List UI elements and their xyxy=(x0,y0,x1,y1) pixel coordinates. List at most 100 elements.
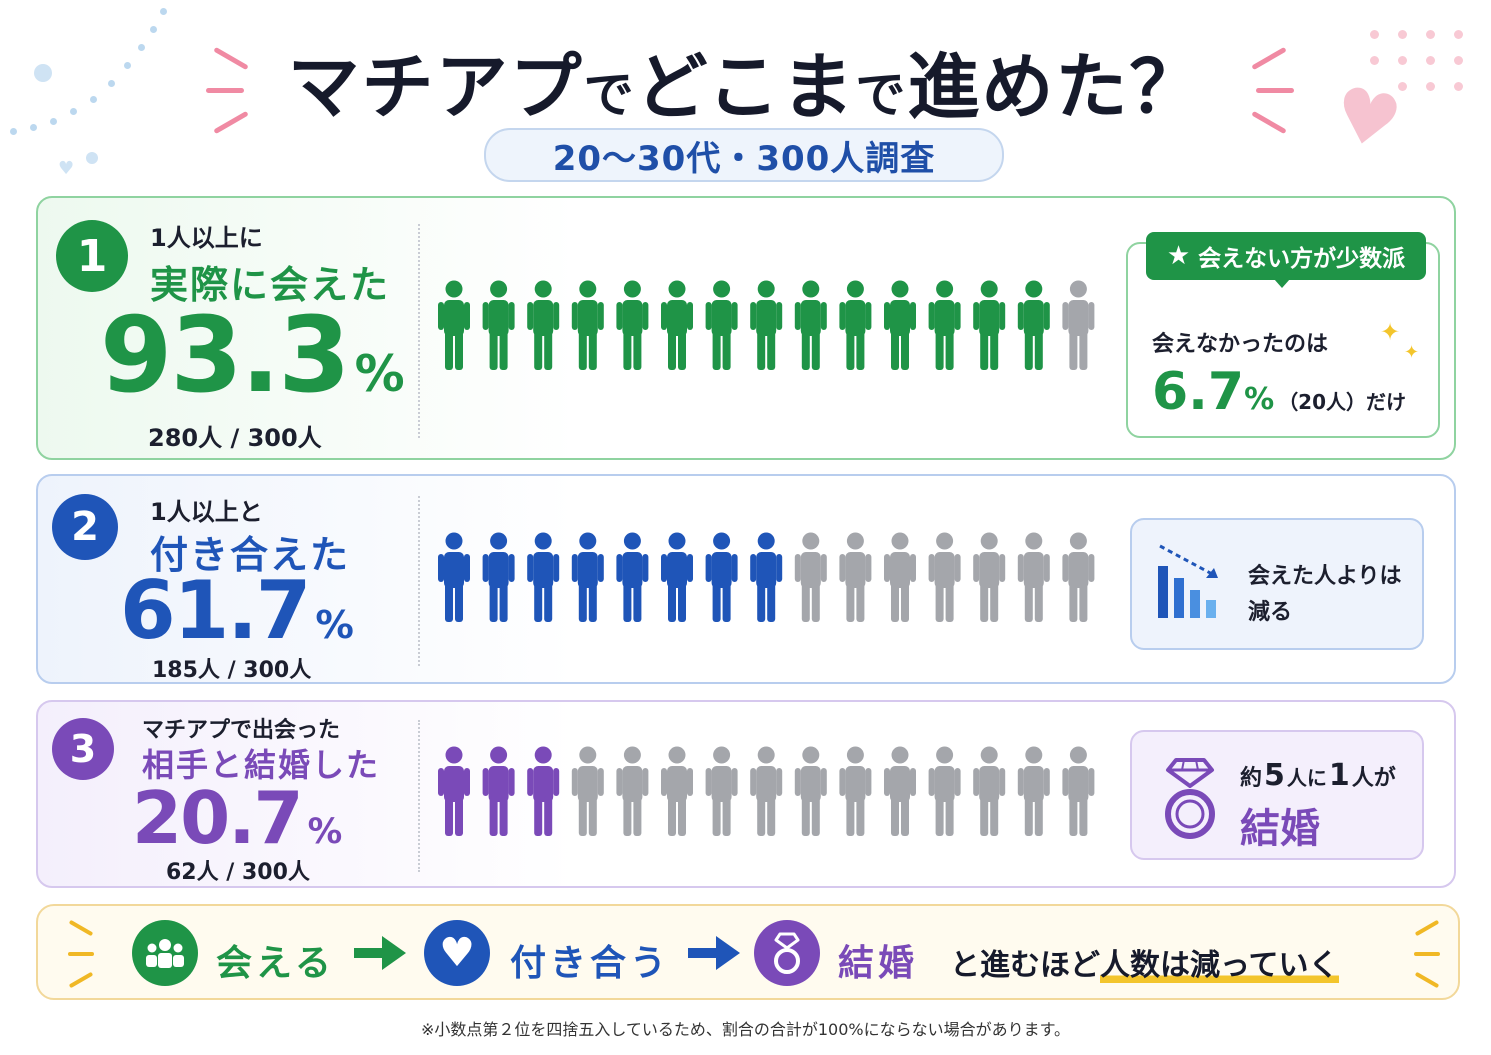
row-label-small: 1人以上と xyxy=(150,498,263,526)
person-icon-highlighted xyxy=(839,280,872,370)
person-icon-gray xyxy=(1017,532,1050,622)
person-icon-gray xyxy=(928,746,961,836)
person-icon-highlighted xyxy=(661,532,693,622)
person-icon-gray xyxy=(884,746,916,836)
stat-row-dated: 2 1人以上と 付き合えた 61.7% 185人 / 300人 会えた人よりは … xyxy=(36,474,1456,684)
person-icon-highlighted xyxy=(1017,280,1050,370)
sparkle-icon: ✦ xyxy=(1380,318,1401,346)
people-pictogram xyxy=(438,280,1095,370)
callout-line1: 約5 人に1人が xyxy=(1240,758,1396,793)
respondent-count: 62人 / 300人 xyxy=(166,860,310,885)
percent-value: 93.3% xyxy=(100,294,405,416)
person-icon-gray xyxy=(973,532,1006,622)
ring-circle-icon xyxy=(754,920,820,986)
step-marry-label: 結婚 xyxy=(838,943,919,984)
callout-line2: 減る xyxy=(1248,600,1293,625)
person-icon-highlighted xyxy=(527,746,560,836)
person-icon-highlighted xyxy=(482,746,515,836)
row-label-big: 相手と結婚した xyxy=(142,746,381,784)
row-label-small: 1人以上に xyxy=(150,224,263,252)
callout-not-met: ★ 会えない方が少数派 会えなかったのは ✦ ✦ 6.7% （20人）だけ xyxy=(1126,232,1440,438)
person-icon-gray xyxy=(661,746,693,836)
person-icon-gray xyxy=(973,746,1006,836)
step-meet-label: 会える xyxy=(216,943,335,984)
footnote: ※小数点第２位を四捨五入しているため、割合の合計が100%にならない場合がありま… xyxy=(420,1020,1071,1039)
title-burst-left xyxy=(206,46,266,140)
respondent-count: 185人 / 300人 xyxy=(152,658,312,683)
person-icon-highlighted xyxy=(750,532,783,622)
callout-marriage: 約5 人に1人が 結婚 xyxy=(1130,730,1424,860)
person-icon-highlighted xyxy=(438,280,470,370)
person-icon-highlighted xyxy=(973,280,1006,370)
person-icon-highlighted xyxy=(794,280,827,370)
step-date-label: 付き合う xyxy=(510,943,671,984)
arrow-right-icon xyxy=(688,936,740,970)
person-icon-highlighted xyxy=(482,280,515,370)
summary-conclusion: と進むほど人数は減っていく xyxy=(950,948,1339,983)
person-icon-highlighted xyxy=(705,280,738,370)
decorative-dots-top-right: ♥ xyxy=(1326,20,1491,190)
person-icon-gray xyxy=(750,746,783,836)
arrow-right-icon xyxy=(354,936,406,970)
row-label-big: 付き合えた xyxy=(150,533,351,577)
callout-line1: 会えた人よりは xyxy=(1248,564,1402,589)
heart-circle-icon: ♥ xyxy=(424,920,490,986)
person-icon-highlighted xyxy=(705,532,738,622)
person-icon-highlighted xyxy=(527,280,560,370)
summary-banner: 会える ♥ 付き合う 結婚 と進むほど人数は減っていく xyxy=(36,904,1460,1000)
person-icon-highlighted xyxy=(884,280,916,370)
person-icon-highlighted xyxy=(616,280,649,370)
callout-line2: 結婚 xyxy=(1240,806,1320,852)
person-icon-highlighted xyxy=(571,280,604,370)
rank-badge-3: 3 xyxy=(52,718,114,780)
callout-line1: 会えなかったのは xyxy=(1152,332,1329,357)
stat-row-married: 3 マチアプで出会った 相手と結婚した 20.7% 62人 / 300人 約5 人… xyxy=(36,700,1456,888)
person-icon-highlighted xyxy=(928,280,961,370)
callout-decrease: 会えた人よりは 減る xyxy=(1130,518,1424,650)
decorative-dots-top-left: ♥ xyxy=(0,0,200,180)
respondent-count: 280人 / 300人 xyxy=(148,424,322,452)
person-icon-gray xyxy=(839,746,872,836)
person-icon-highlighted xyxy=(438,532,470,622)
rank-badge-1: 1 xyxy=(56,220,128,292)
person-icon-gray xyxy=(571,746,604,836)
title-burst-right xyxy=(1246,46,1306,140)
survey-subtitle: 20〜30代・300人調査 xyxy=(552,138,936,179)
person-icon-highlighted xyxy=(482,532,515,622)
person-icon-gray xyxy=(616,746,649,836)
page-title: マチアプでどこまで進めた？ xyxy=(287,45,1204,129)
people-group-icon xyxy=(132,920,198,986)
divider xyxy=(418,720,420,872)
divider xyxy=(418,496,420,666)
person-icon-gray xyxy=(1062,280,1095,370)
divider xyxy=(418,224,420,438)
person-icon-gray xyxy=(928,532,961,622)
percent-value: 61.7% xyxy=(120,564,354,657)
callout-tag: ★ 会えない方が少数派 xyxy=(1146,232,1426,288)
row-label-small: マチアプで出会った xyxy=(142,718,341,743)
row-label-big: 実際に会えた xyxy=(150,263,391,307)
person-icon-gray xyxy=(1062,532,1095,622)
person-icon-gray xyxy=(839,532,872,622)
bar-chart-decline-icon xyxy=(1158,544,1218,618)
sparkle-icon: ✦ xyxy=(1404,342,1420,363)
person-icon-highlighted xyxy=(661,280,693,370)
people-pictogram xyxy=(438,532,1095,622)
summary-burst-left xyxy=(68,919,108,990)
person-icon-highlighted xyxy=(616,532,649,622)
percent-value: 20.7% xyxy=(132,776,343,860)
person-icon-gray xyxy=(1017,746,1050,836)
person-icon-gray xyxy=(794,746,827,836)
person-icon-highlighted xyxy=(527,532,560,622)
person-icon-gray xyxy=(794,532,827,622)
person-icon-gray xyxy=(884,532,916,622)
person-icon-gray xyxy=(705,746,738,836)
callout-value: 6.7% （20人）だけ xyxy=(1152,362,1407,422)
diamond-ring-icon xyxy=(1165,758,1215,839)
star-icon: ★ xyxy=(1166,241,1191,271)
person-icon-highlighted xyxy=(571,532,604,622)
rank-badge-2: 2 xyxy=(52,494,118,560)
summary-burst-right xyxy=(1410,919,1450,990)
survey-subtitle-pill: 20〜30代・300人調査 xyxy=(484,128,1004,182)
person-icon-gray xyxy=(1062,746,1095,836)
